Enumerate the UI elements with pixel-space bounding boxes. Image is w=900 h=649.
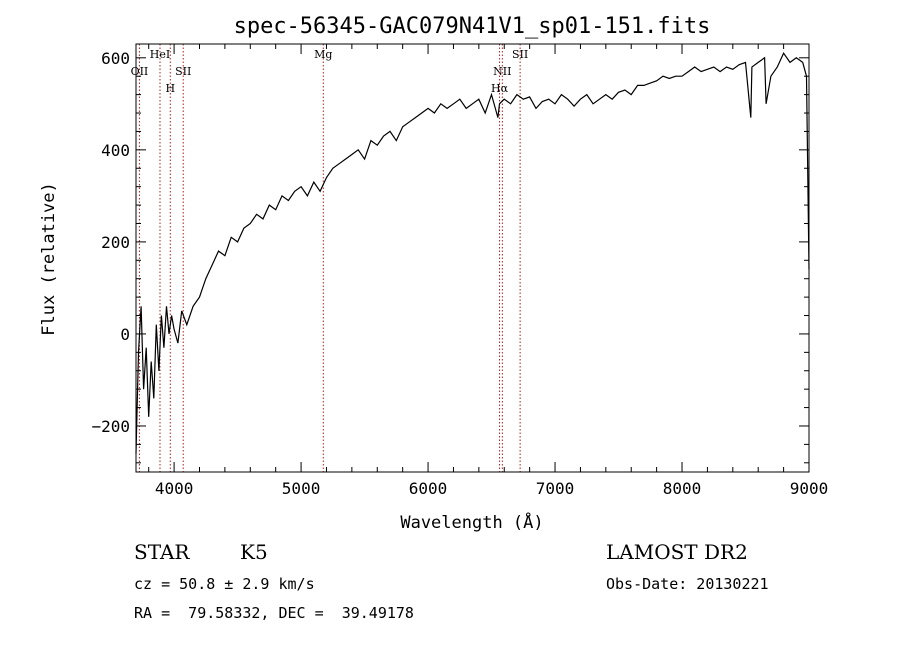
x-tick-label: 9000 bbox=[790, 479, 829, 498]
marker-label: SII bbox=[512, 48, 528, 61]
chart-title: spec-56345-GAC079N41V1_sp01-151.fits bbox=[234, 14, 711, 39]
coordinates-text: RA = 79.58332, DEC = 39.49178 bbox=[134, 604, 414, 622]
marker-label: OII bbox=[131, 65, 149, 78]
y-axis-label: Flux (relative) bbox=[39, 182, 59, 336]
plot-frame bbox=[135, 43, 810, 473]
y-tick-label: −200 bbox=[91, 417, 130, 436]
object-class: STAR bbox=[134, 540, 190, 564]
marker-label: Hα bbox=[491, 82, 509, 95]
axis-ticks: 4000 5000 6000 7000 8000 9000 −200 0 200 400 600 bbox=[91, 44, 828, 498]
marker-label: NII bbox=[493, 65, 511, 78]
x-tick-label: 7000 bbox=[536, 479, 575, 498]
marker-label: SII bbox=[175, 65, 191, 78]
obs-date-text: Obs-Date: 20130221 bbox=[606, 575, 769, 593]
survey-name: LAMOST DR2 bbox=[606, 540, 748, 564]
y-tick-label: 200 bbox=[101, 233, 130, 252]
marker-label: HeI bbox=[150, 48, 170, 61]
x-tick-label: 6000 bbox=[409, 479, 448, 498]
y-tick-label: 400 bbox=[101, 141, 130, 160]
object-subclass: K5 bbox=[240, 540, 268, 564]
marker-label: H bbox=[165, 82, 175, 95]
y-tick-label: 600 bbox=[101, 49, 130, 68]
x-axis-label: Wavelength (Å) bbox=[400, 511, 543, 533]
spectrum-line bbox=[135, 51, 810, 454]
x-tick-label: 8000 bbox=[663, 479, 702, 498]
redshift-text: cz = 50.8 ± 2.9 km/s bbox=[134, 575, 315, 593]
x-tick-label: 5000 bbox=[282, 479, 321, 498]
y-tick-label: 0 bbox=[120, 325, 130, 344]
x-tick-label: 4000 bbox=[155, 479, 194, 498]
marker-label: Mg bbox=[314, 48, 332, 61]
